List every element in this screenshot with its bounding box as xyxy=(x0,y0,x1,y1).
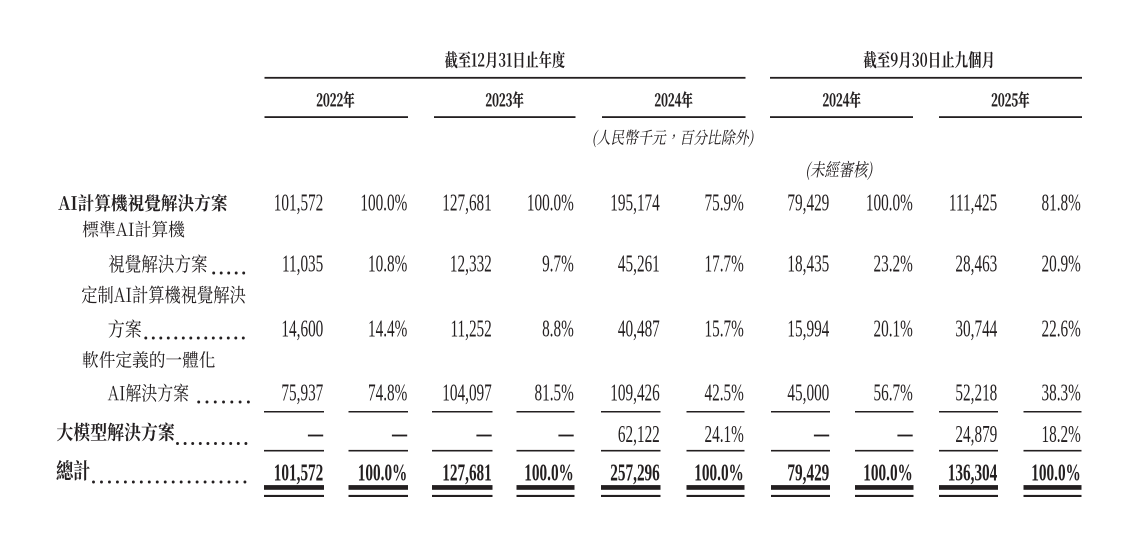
svg-text:100.0%: 100.0% xyxy=(527,190,574,216)
svg-text:38.3%: 38.3% xyxy=(1041,380,1080,406)
svg-text:30,744: 30,744 xyxy=(955,316,997,342)
svg-text:79,429: 79,429 xyxy=(787,190,829,216)
svg-text:62,122: 62,122 xyxy=(618,422,660,448)
svg-text:100.0%: 100.0% xyxy=(694,460,744,486)
svg-text:101,572: 101,572 xyxy=(274,460,324,486)
svg-text:100.0%: 100.0% xyxy=(360,190,407,216)
svg-text:24,879: 24,879 xyxy=(955,422,997,448)
svg-text:81.8%: 81.8% xyxy=(1041,190,1080,216)
svg-text:42.5%: 42.5% xyxy=(704,380,743,406)
svg-text:24.1%: 24.1% xyxy=(704,422,743,448)
svg-text:12,332: 12,332 xyxy=(450,251,492,277)
svg-text:45,261: 45,261 xyxy=(618,251,660,277)
svg-text:100.0%: 100.0% xyxy=(524,460,574,486)
svg-text:14.4%: 14.4% xyxy=(368,316,407,342)
svg-text:79,429: 79,429 xyxy=(787,460,829,486)
svg-text:20.1%: 20.1% xyxy=(873,316,912,342)
svg-text:81.5%: 81.5% xyxy=(534,380,573,406)
svg-text:9.7%: 9.7% xyxy=(542,251,574,277)
svg-text:23.2%: 23.2% xyxy=(873,251,912,277)
svg-text:15,994: 15,994 xyxy=(787,316,829,342)
svg-text:75,937: 75,937 xyxy=(281,380,323,406)
svg-text:52,218: 52,218 xyxy=(955,380,997,406)
svg-text:127,681: 127,681 xyxy=(442,190,492,216)
svg-text:22.6%: 22.6% xyxy=(1041,316,1080,342)
svg-text:20.9%: 20.9% xyxy=(1041,251,1080,277)
svg-text:18,435: 18,435 xyxy=(787,251,829,277)
svg-text:75.9%: 75.9% xyxy=(704,190,743,216)
svg-text:10.8%: 10.8% xyxy=(368,251,407,277)
svg-text:111,425: 111,425 xyxy=(949,190,997,216)
svg-text:100.0%: 100.0% xyxy=(1031,460,1081,486)
svg-text:11,252: 11,252 xyxy=(450,316,491,342)
svg-text:127,681: 127,681 xyxy=(442,460,492,486)
svg-text:15.7%: 15.7% xyxy=(704,316,743,342)
svg-text:100.0%: 100.0% xyxy=(358,460,408,486)
svg-text:8.8%: 8.8% xyxy=(542,316,574,342)
svg-text:11,035: 11,035 xyxy=(282,251,323,277)
svg-text:45,000: 45,000 xyxy=(787,380,829,406)
svg-text:14,600: 14,600 xyxy=(281,316,323,342)
svg-text:17.7%: 17.7% xyxy=(704,251,743,277)
svg-text:136,304: 136,304 xyxy=(948,460,998,486)
svg-text:40,487: 40,487 xyxy=(618,316,660,342)
svg-text:74.8%: 74.8% xyxy=(368,380,407,406)
svg-text:104,097: 104,097 xyxy=(442,380,492,406)
svg-text:100.0%: 100.0% xyxy=(863,460,913,486)
svg-text:28,463: 28,463 xyxy=(955,251,997,277)
svg-text:195,174: 195,174 xyxy=(610,190,660,216)
svg-text:18.2%: 18.2% xyxy=(1041,422,1080,448)
svg-text:257,296: 257,296 xyxy=(610,460,660,486)
svg-text:56.7%: 56.7% xyxy=(873,380,912,406)
svg-text:109,426: 109,426 xyxy=(610,380,660,406)
svg-text:101,572: 101,572 xyxy=(274,190,324,216)
svg-text:100.0%: 100.0% xyxy=(866,190,913,216)
